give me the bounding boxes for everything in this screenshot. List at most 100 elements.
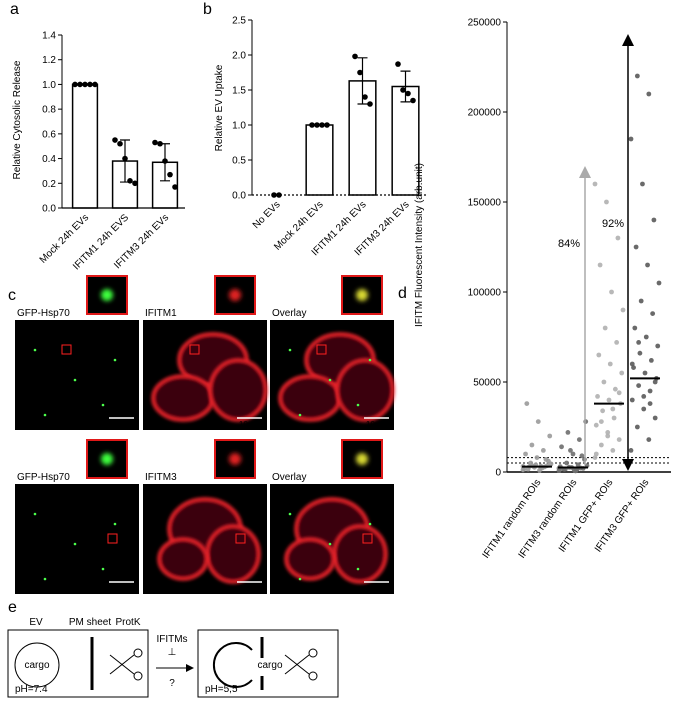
data-point (405, 90, 411, 97)
data-point (610, 406, 616, 412)
data-point (575, 462, 581, 468)
vesicle (113, 358, 117, 362)
micrograph (15, 484, 139, 594)
data-point (596, 352, 602, 358)
scissors (109, 648, 143, 681)
x-tick-label: No EVs (251, 199, 283, 231)
data-point (593, 451, 599, 457)
vesicle (356, 403, 360, 407)
channel-label: GFP-Hsp70 (17, 472, 70, 483)
y-tick-label: 0.4 (42, 154, 56, 165)
data-point (314, 122, 320, 128)
y-tick-label: 50000 (473, 378, 501, 389)
data-point (395, 61, 401, 67)
box-left (7, 629, 149, 698)
data-point (152, 139, 158, 146)
panel-letter: b (203, 1, 212, 18)
data-point (645, 262, 650, 268)
y-tick-label: 1.4 (42, 31, 56, 42)
y-tick-label: 1.2 (42, 55, 56, 66)
data-point (632, 325, 638, 331)
data-point (619, 370, 625, 376)
data-point (634, 424, 640, 430)
error-bar (400, 70, 411, 103)
data-point (642, 370, 648, 376)
data-point (565, 430, 571, 435)
y-tick-label: 0 (495, 468, 501, 479)
y-tick-label: 0.0 (42, 204, 56, 215)
data-point (602, 325, 608, 331)
data-point (609, 289, 614, 295)
y-axis-label: Relative EV Uptake (214, 64, 225, 151)
scale-bar-label: 10µm (239, 420, 260, 429)
data-point (636, 340, 642, 345)
data-point (592, 181, 598, 187)
data-point (600, 408, 606, 414)
cell (151, 374, 215, 422)
data-point (614, 340, 620, 345)
y-tick-label: 1.0 (232, 121, 246, 132)
data-point (646, 91, 652, 97)
data-point (610, 448, 616, 453)
panel-letter: e (8, 599, 17, 616)
cell (332, 524, 388, 584)
data-point (652, 379, 658, 385)
data-point (534, 455, 540, 460)
vesicle (73, 378, 77, 382)
channel-label: GFP-Hsp70 (17, 308, 70, 319)
data-point (528, 460, 534, 466)
channel-label: Overlay (272, 472, 306, 483)
cell (278, 374, 342, 422)
vesicle (298, 413, 302, 417)
vesicle (113, 522, 117, 526)
y-tick-label: 1.5 (232, 86, 246, 97)
data-point (540, 448, 546, 453)
y-tick-label: 250000 (468, 18, 502, 29)
data-point (628, 136, 634, 142)
data-point (548, 461, 554, 467)
y-tick-label: 2.0 (232, 51, 246, 62)
data-point (535, 419, 541, 424)
data-point (362, 94, 368, 100)
y-axis-label: IFITM Fluorescent Intensity (arb.unit) (414, 163, 425, 327)
roi-box (107, 533, 118, 544)
data-point (629, 397, 635, 403)
bar (305, 124, 334, 196)
data-point (529, 442, 535, 448)
data-point (656, 280, 662, 286)
inset-spot (229, 453, 241, 465)
header: EV (29, 617, 43, 628)
roi-box (362, 533, 373, 544)
vesicle (43, 577, 47, 581)
vesicle (73, 542, 77, 546)
vesicle (368, 522, 372, 526)
data-point (122, 155, 128, 162)
data-point (568, 448, 573, 453)
micrograph (15, 320, 139, 430)
cargo-label: cargo (24, 660, 49, 671)
data-point (629, 361, 635, 367)
data-point (637, 350, 643, 356)
data-point (641, 394, 647, 399)
data-point (162, 158, 168, 164)
data-point (525, 466, 531, 472)
data-point (640, 181, 645, 187)
inset-spot (356, 453, 368, 465)
y-tick-label: 100000 (468, 288, 502, 299)
scale-bar-label: 10µm (366, 420, 387, 429)
data-point (579, 453, 585, 459)
data-point (648, 358, 654, 363)
data-point (543, 457, 549, 462)
data-point (605, 430, 611, 435)
data-point (72, 81, 78, 88)
data-point (638, 298, 644, 304)
data-point (576, 437, 582, 442)
data-point (309, 122, 315, 128)
cell (284, 537, 336, 581)
data-point (604, 199, 609, 205)
y-tick-label: 0.0 (232, 191, 246, 202)
y-tick-label: 0.8 (42, 105, 56, 116)
data-point (112, 137, 118, 143)
cell (157, 537, 209, 581)
data-point (646, 437, 652, 442)
